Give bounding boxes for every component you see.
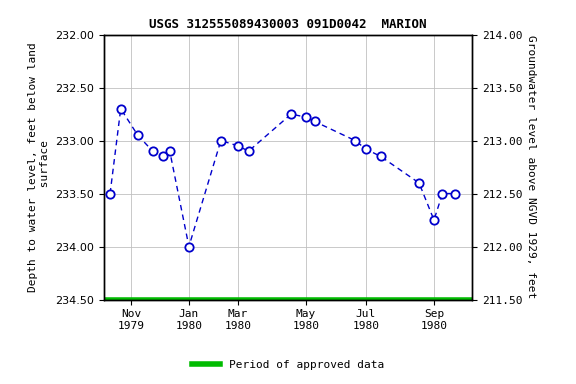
Title: USGS 312555089430003 091D0042  MARION: USGS 312555089430003 091D0042 MARION — [149, 18, 427, 31]
Y-axis label: Depth to water level, feet below land
 surface: Depth to water level, feet below land su… — [28, 42, 50, 292]
Legend: Period of approved data: Period of approved data — [188, 356, 388, 375]
Y-axis label: Groundwater level above NGVD 1929, feet: Groundwater level above NGVD 1929, feet — [526, 35, 536, 299]
